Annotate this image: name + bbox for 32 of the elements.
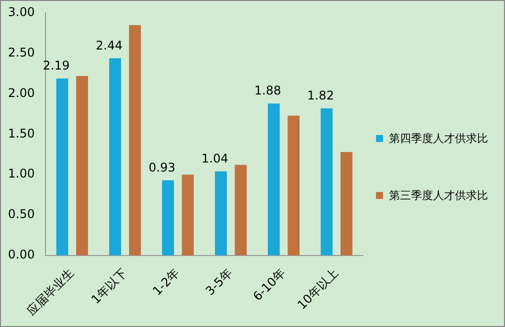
- bar: [76, 76, 88, 256]
- bar: [182, 174, 194, 256]
- bar: [340, 152, 352, 256]
- y-tick-label: 2.00: [8, 86, 35, 100]
- bar: [234, 164, 247, 256]
- data-label: 0.93: [148, 160, 176, 174]
- data-label: 2.44: [96, 38, 122, 52]
- y-tick-label: 0.00: [8, 248, 35, 262]
- bar: [214, 171, 227, 256]
- y-tick-label: 1.50: [8, 126, 35, 140]
- bar: [129, 25, 141, 256]
- bar: [109, 58, 122, 256]
- legend-label: 第三季度人才供求比: [389, 188, 488, 203]
- y-tick-label: 0.50: [8, 207, 35, 222]
- x-tick-label: 1年以下: [88, 266, 130, 307]
- x-tick-label: 10年以上: [294, 266, 341, 312]
- legend-label: 第四季度人才供求比: [389, 131, 488, 146]
- y-tick-label: 3.00: [8, 5, 35, 20]
- bar: [320, 108, 333, 256]
- bar: [268, 103, 280, 256]
- data-label: 2.19: [42, 58, 70, 73]
- data-label: 1.82: [307, 88, 334, 102]
- data-label: 1.04: [202, 151, 228, 166]
- x-tick-label: 3-5年: [202, 266, 236, 298]
- bar: [162, 180, 174, 256]
- x-tick-label: 1-2年: [150, 266, 182, 298]
- y-tick-label: 2.50: [8, 46, 35, 60]
- bar: [56, 78, 68, 256]
- data-label: 1.88: [254, 84, 282, 98]
- y-tick-label: 1.00: [8, 166, 35, 181]
- x-tick-label: 应届毕业生: [24, 266, 76, 318]
- bar: [288, 116, 300, 256]
